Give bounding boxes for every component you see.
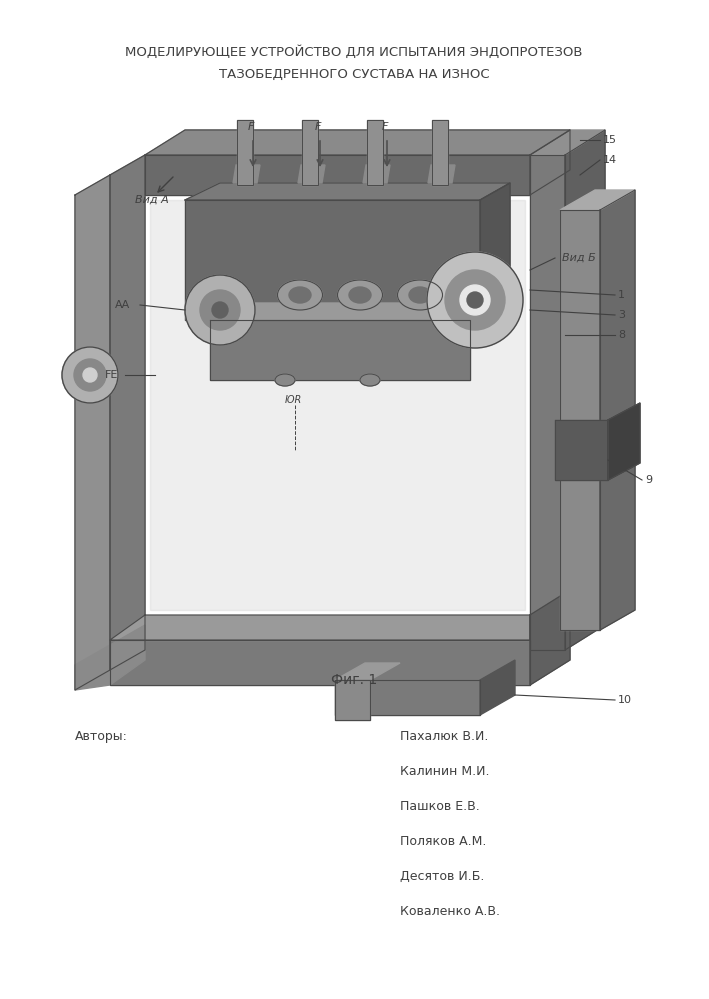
- Text: F: F: [382, 122, 389, 132]
- Text: FE: FE: [105, 370, 118, 380]
- Ellipse shape: [409, 287, 431, 303]
- Polygon shape: [210, 320, 470, 380]
- Polygon shape: [530, 155, 565, 650]
- Text: 3: 3: [618, 310, 625, 320]
- Bar: [432, 120, 448, 185]
- Ellipse shape: [289, 287, 311, 303]
- Circle shape: [200, 290, 240, 330]
- Text: ТАЗОБЕДРЕННОГО СУСТАВА НА ИЗНОС: ТАЗОБЕДРЕННОГО СУСТАВА НА ИЗНОС: [218, 68, 489, 81]
- Ellipse shape: [337, 280, 382, 310]
- Bar: [302, 120, 318, 185]
- Text: Вид Б: Вид Б: [562, 253, 596, 263]
- Polygon shape: [480, 183, 510, 320]
- Polygon shape: [560, 210, 600, 630]
- Polygon shape: [185, 200, 480, 320]
- Polygon shape: [335, 680, 370, 720]
- Text: Вид А: Вид А: [135, 195, 169, 205]
- Circle shape: [427, 252, 523, 348]
- Circle shape: [467, 292, 483, 308]
- Text: F: F: [315, 122, 321, 132]
- Ellipse shape: [277, 280, 323, 310]
- Text: 10: 10: [618, 695, 632, 705]
- Polygon shape: [298, 165, 325, 183]
- Text: Авторы:: Авторы:: [75, 730, 128, 743]
- Polygon shape: [363, 165, 390, 183]
- Polygon shape: [335, 663, 400, 680]
- Bar: [367, 120, 383, 185]
- Ellipse shape: [360, 374, 380, 386]
- Text: Коваленко А.В.: Коваленко А.В.: [400, 905, 500, 918]
- Polygon shape: [145, 130, 570, 155]
- Circle shape: [445, 270, 505, 330]
- Polygon shape: [185, 183, 510, 200]
- Ellipse shape: [349, 287, 371, 303]
- Text: 8: 8: [618, 330, 625, 340]
- Text: АА: АА: [115, 300, 130, 310]
- Ellipse shape: [275, 374, 295, 386]
- Circle shape: [185, 275, 255, 345]
- Polygon shape: [530, 130, 570, 195]
- Polygon shape: [608, 403, 640, 480]
- Circle shape: [62, 347, 118, 403]
- Bar: [432, 120, 448, 185]
- Circle shape: [212, 302, 228, 318]
- Text: 1: 1: [618, 290, 625, 300]
- Text: Пахалюк В.И.: Пахалюк В.И.: [400, 730, 489, 743]
- Circle shape: [83, 368, 97, 382]
- Circle shape: [74, 359, 106, 391]
- Polygon shape: [530, 590, 570, 685]
- Circle shape: [460, 285, 490, 315]
- Text: Калинин М.И.: Калинин М.И.: [400, 765, 489, 778]
- Polygon shape: [428, 165, 455, 183]
- Bar: [367, 120, 383, 185]
- Bar: [237, 120, 253, 185]
- Polygon shape: [110, 640, 530, 685]
- Text: Поляков А.М.: Поляков А.М.: [400, 835, 486, 848]
- Polygon shape: [150, 200, 525, 610]
- Polygon shape: [565, 130, 605, 650]
- Polygon shape: [335, 680, 480, 715]
- Polygon shape: [210, 303, 500, 320]
- Text: Пашков Е.В.: Пашков Е.В.: [400, 800, 480, 813]
- Polygon shape: [560, 190, 635, 210]
- Bar: [237, 120, 253, 185]
- Polygon shape: [75, 175, 110, 690]
- Text: 9: 9: [645, 475, 652, 485]
- Polygon shape: [110, 155, 145, 670]
- Text: Десятов И.Б.: Десятов И.Б.: [400, 870, 484, 883]
- Polygon shape: [75, 625, 145, 690]
- Polygon shape: [600, 190, 635, 630]
- Bar: [302, 120, 318, 185]
- Text: Фиг. 1: Фиг. 1: [331, 673, 377, 687]
- Text: 15: 15: [603, 135, 617, 145]
- Text: F: F: [248, 122, 255, 132]
- Text: МОДЕЛИРУЮЩЕЕ УСТРОЙСТВО ДЛЯ ИСПЫТАНИЯ ЭНДОПРОТЕЗОВ: МОДЕЛИРУЮЩЕЕ УСТРОЙСТВО ДЛЯ ИСПЫТАНИЯ ЭН…: [125, 45, 583, 59]
- Text: 14: 14: [603, 155, 617, 165]
- Ellipse shape: [398, 280, 442, 310]
- Polygon shape: [530, 130, 605, 155]
- Text: IOR: IOR: [285, 395, 302, 405]
- Polygon shape: [233, 165, 260, 183]
- Polygon shape: [480, 660, 515, 715]
- Polygon shape: [555, 420, 608, 480]
- Polygon shape: [145, 155, 530, 195]
- Polygon shape: [110, 615, 530, 640]
